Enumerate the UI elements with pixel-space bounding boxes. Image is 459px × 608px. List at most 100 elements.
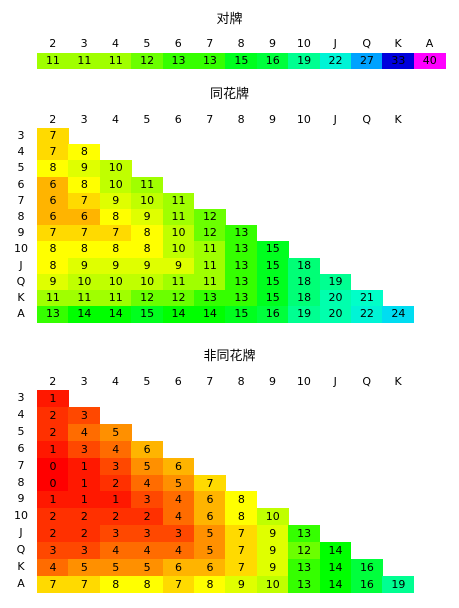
offsuit-cell: 9 bbox=[256, 525, 289, 543]
offsuit-cell: 1 bbox=[37, 390, 69, 408]
suited-cell: 10 bbox=[99, 176, 132, 194]
pairs-col-label: 2 bbox=[49, 37, 57, 50]
offsuit-cell: 7 bbox=[162, 575, 195, 594]
offsuit-cell: 2 bbox=[99, 508, 132, 526]
suited-cell: 11 bbox=[194, 257, 226, 275]
offsuit-row-label: A bbox=[17, 576, 25, 590]
suited-cell: 15 bbox=[256, 241, 289, 258]
offsuit-row-label: 7 bbox=[17, 458, 25, 472]
suited-cell: 11 bbox=[162, 209, 195, 226]
suited-cell: 13 bbox=[225, 290, 258, 307]
suited-col-label: Q bbox=[362, 113, 372, 126]
offsuit-cell: 4 bbox=[99, 440, 132, 458]
offsuit-cell: 7 bbox=[225, 525, 258, 543]
suited-row-label: J bbox=[19, 258, 23, 272]
suited-cell: 7 bbox=[68, 192, 101, 210]
pairs-cell: 11 bbox=[99, 53, 132, 69]
pairs-col-label: 9 bbox=[268, 37, 276, 50]
suited-col-label: J bbox=[333, 113, 337, 126]
suited-cell: 9 bbox=[37, 273, 69, 291]
offsuit-cell: 1 bbox=[68, 474, 101, 492]
suited-cell: 14 bbox=[194, 306, 226, 323]
offsuit-cell: 16 bbox=[351, 559, 383, 577]
offsuit-cell: 5 bbox=[99, 559, 132, 577]
pairs-col-label: 6 bbox=[174, 37, 182, 50]
offsuit-cell: 6 bbox=[162, 559, 195, 577]
suited-row-label: 4 bbox=[17, 145, 25, 159]
suited-cell: 8 bbox=[37, 241, 69, 258]
suited-cell: 10 bbox=[131, 192, 164, 210]
suited-cell: 9 bbox=[68, 257, 101, 275]
suited-cell: 11 bbox=[131, 176, 164, 194]
offsuit-cell: 0 bbox=[37, 474, 69, 492]
pairs-cell: 11 bbox=[37, 53, 69, 69]
suited-col-label: 2 bbox=[49, 113, 57, 126]
suited-cell: 18 bbox=[288, 290, 321, 307]
suited-cell: 9 bbox=[68, 160, 101, 177]
offsuit-cell: 14 bbox=[319, 575, 352, 594]
suited-cell: 8 bbox=[68, 241, 101, 258]
suited-cell: 6 bbox=[37, 176, 69, 194]
offsuit-cell: 5 bbox=[194, 542, 226, 560]
offsuit-cell: 7 bbox=[194, 474, 226, 492]
offsuit-col-label: 8 bbox=[237, 375, 245, 388]
offsuit-cell: 4 bbox=[131, 474, 164, 492]
pairs-col-label: 10 bbox=[296, 37, 311, 50]
suited-cell: 7 bbox=[99, 225, 132, 242]
offsuit-col-label: Q bbox=[362, 375, 372, 388]
suited-col-label: K bbox=[394, 113, 402, 126]
offsuit-cell: 19 bbox=[382, 575, 415, 594]
suited-cell: 9 bbox=[162, 257, 195, 275]
suited-cell: 11 bbox=[194, 273, 226, 291]
pairs-cell: 11 bbox=[68, 53, 101, 69]
offsuit-cell: 1 bbox=[99, 491, 132, 509]
suited-cell: 11 bbox=[37, 290, 69, 307]
pairs-col-label: 7 bbox=[206, 37, 214, 50]
suited-cell: 8 bbox=[99, 209, 132, 226]
offsuit-cell: 8 bbox=[131, 575, 164, 594]
offsuit-cell: 8 bbox=[194, 575, 226, 594]
offsuit-cell: 14 bbox=[319, 542, 352, 560]
pairs-col-label: J bbox=[333, 37, 337, 50]
pairs-cell: 27 bbox=[351, 53, 383, 69]
pairs-col-label: 4 bbox=[111, 37, 119, 50]
pairs-cell: 16 bbox=[256, 53, 289, 69]
suited-cell: 15 bbox=[256, 273, 289, 291]
suited-cell: 10 bbox=[99, 273, 132, 291]
suited-cell: 13 bbox=[225, 257, 258, 275]
suited-cell: 18 bbox=[288, 273, 321, 291]
offsuit-cell: 9 bbox=[225, 575, 258, 594]
suited-cell: 8 bbox=[131, 225, 164, 242]
offsuit-row-label: 4 bbox=[17, 407, 25, 421]
offsuit-col-label: 3 bbox=[80, 375, 88, 388]
offsuit-row-label: 10 bbox=[14, 509, 28, 523]
suited-cell: 19 bbox=[288, 306, 321, 323]
pairs-cell: 19 bbox=[288, 53, 321, 69]
offsuit-cell: 9 bbox=[256, 542, 289, 560]
offsuit-chart-title: 非同花牌 bbox=[203, 349, 256, 364]
suited-col-label: 10 bbox=[296, 113, 311, 126]
suited-cell: 7 bbox=[68, 225, 101, 242]
offsuit-cell: 3 bbox=[68, 542, 101, 560]
suited-cell: 11 bbox=[68, 290, 101, 307]
suited-cell: 9 bbox=[131, 257, 164, 275]
suited-row-label: 9 bbox=[17, 226, 25, 240]
pairs-cell: 13 bbox=[194, 53, 226, 69]
offsuit-row-label: J bbox=[19, 526, 23, 540]
offsuit-cell: 4 bbox=[37, 559, 69, 577]
suited-cell: 9 bbox=[99, 257, 132, 275]
offsuit-row-label: 5 bbox=[17, 424, 25, 438]
offsuit-cell: 5 bbox=[162, 474, 195, 492]
offsuit-col-label: 7 bbox=[206, 375, 214, 388]
suited-cell: 12 bbox=[162, 290, 195, 307]
suited-col-label: 3 bbox=[80, 113, 88, 126]
offsuit-cell: 7 bbox=[225, 542, 258, 560]
suited-col-label: 4 bbox=[111, 113, 119, 126]
offsuit-cell: 5 bbox=[68, 559, 101, 577]
offsuit-cell: 2 bbox=[37, 406, 69, 425]
offsuit-cell: 4 bbox=[162, 508, 195, 526]
suited-cell: 7 bbox=[37, 128, 69, 145]
suited-cell: 10 bbox=[162, 241, 195, 258]
offsuit-cell: 1 bbox=[37, 491, 69, 509]
offsuit-cell: 9 bbox=[256, 559, 289, 577]
